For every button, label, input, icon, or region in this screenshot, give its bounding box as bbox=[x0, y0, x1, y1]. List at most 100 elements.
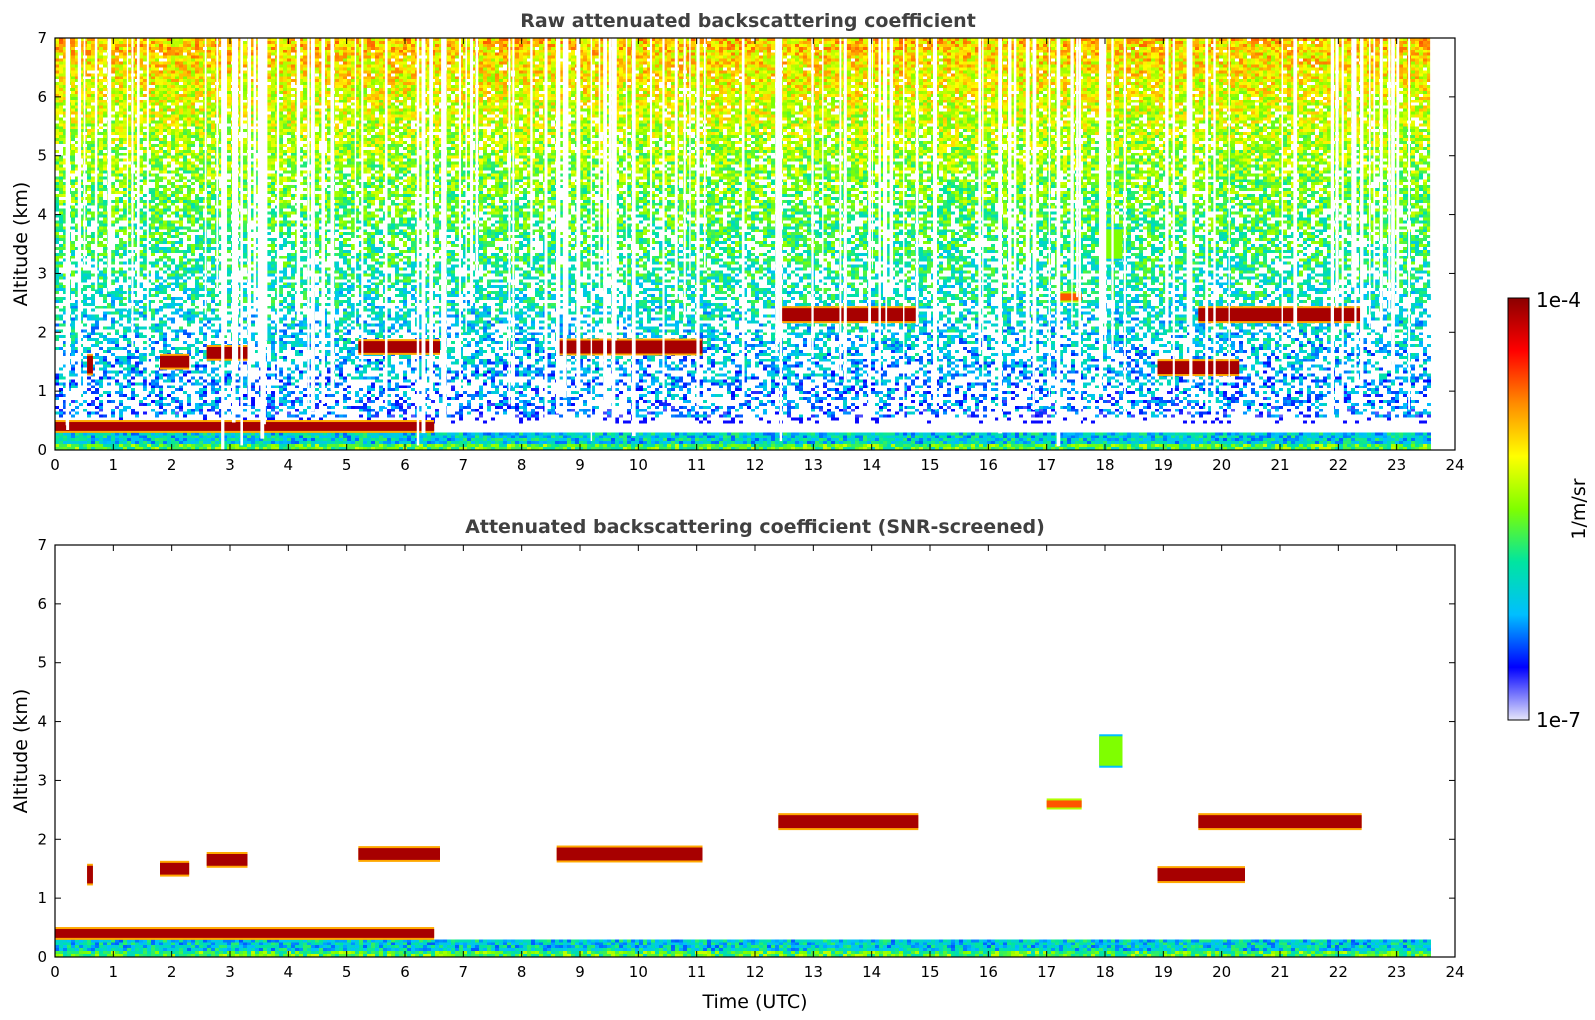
gap-stripe bbox=[1189, 38, 1193, 384]
backscatter-field bbox=[55, 38, 1455, 450]
gap-stripe bbox=[257, 38, 262, 359]
x-tick-label: 1 bbox=[109, 456, 119, 474]
x-tick-label: 18 bbox=[1095, 456, 1114, 474]
gap-stripe bbox=[354, 38, 357, 328]
layer-core bbox=[160, 355, 190, 368]
gap-stripe bbox=[136, 38, 140, 301]
gap-stripe bbox=[885, 38, 888, 330]
gap-stripe bbox=[1032, 38, 1035, 410]
x-tick-label: 17 bbox=[1037, 963, 1056, 981]
x-axis-ticks: 0 1 2 3 4 5 6 7 8 9 10 11 12 13 14 15 16 17 18 19 20 21 22 23 24 bbox=[50, 38, 1465, 474]
x-tick-label: 1 bbox=[109, 963, 119, 981]
layer-core bbox=[206, 854, 248, 866]
x-tick-label: 0 bbox=[50, 456, 60, 474]
layer-core bbox=[358, 341, 440, 353]
y-tick-label: 4 bbox=[37, 713, 47, 731]
gap-stripe bbox=[260, 38, 265, 439]
layer-cloud bbox=[358, 846, 440, 862]
gap-stripe bbox=[1008, 38, 1012, 291]
layer-core bbox=[1058, 293, 1082, 301]
gap-stripe bbox=[544, 38, 547, 426]
gap-stripe bbox=[1048, 38, 1051, 407]
layer-cloud bbox=[87, 863, 93, 886]
y-tick-label: 5 bbox=[37, 654, 47, 672]
gap-stripe bbox=[683, 38, 686, 321]
x-tick-label: 10 bbox=[629, 456, 648, 474]
x-tick-label: 8 bbox=[517, 456, 527, 474]
x-tick-label: 11 bbox=[687, 456, 706, 474]
x-axis-ticks: 0 1 2 3 4 5 6 7 8 9 10 11 12 13 14 15 16 17 18 19 20 21 22 23 24 bbox=[50, 545, 1465, 981]
gap-stripe bbox=[107, 38, 112, 292]
gap-stripe bbox=[1388, 38, 1391, 313]
x-tick-label: 10 bbox=[629, 963, 648, 981]
gap-stripe bbox=[915, 38, 919, 325]
raw-backscatter-panel: Raw attenuated backscattering coefficien… bbox=[10, 10, 1465, 474]
gap-stripe bbox=[1172, 38, 1175, 323]
layer-cloud bbox=[1198, 306, 1362, 324]
gap-stripe bbox=[576, 38, 581, 392]
x-tick-label: 13 bbox=[804, 963, 823, 981]
gap-stripe bbox=[741, 38, 745, 403]
layer-cloud bbox=[1198, 813, 1362, 831]
x-tick-label: 9 bbox=[575, 456, 585, 474]
layer-core bbox=[556, 847, 703, 861]
gap-stripe bbox=[1025, 38, 1030, 349]
x-tick-label: 3 bbox=[225, 963, 235, 981]
gap-stripe bbox=[1104, 38, 1107, 341]
gap-stripe bbox=[77, 38, 82, 403]
gap-stripe bbox=[978, 38, 982, 355]
gap-stripe bbox=[562, 38, 567, 398]
gap-stripe bbox=[689, 38, 691, 271]
gap-stripe bbox=[204, 38, 207, 315]
gap-stripe bbox=[649, 38, 653, 273]
gap-stripe bbox=[296, 38, 301, 320]
panel-title: Attenuated backscattering coefficient (S… bbox=[465, 516, 1045, 538]
x-tick-label: 2 bbox=[167, 963, 177, 981]
gap-stripe bbox=[512, 38, 515, 388]
gap-stripe bbox=[66, 38, 71, 368]
gap-stripe bbox=[416, 38, 420, 446]
x-tick-label: 0 bbox=[50, 963, 60, 981]
x-tick-label: 21 bbox=[1270, 456, 1289, 474]
x-tick-label: 14 bbox=[862, 456, 881, 474]
y-axis-ticks: 0 1 2 3 4 5 6 7 bbox=[37, 29, 1455, 459]
layer-core bbox=[1046, 800, 1082, 808]
layer-aerosol bbox=[1099, 734, 1123, 768]
x-tick-label: 15 bbox=[920, 963, 939, 981]
y-tick-label: 6 bbox=[37, 595, 47, 613]
x-tick-label: 24 bbox=[1445, 963, 1464, 981]
x-tick-label: 8 bbox=[517, 963, 527, 981]
gap-stripe bbox=[530, 38, 533, 268]
x-tick-label: 23 bbox=[1387, 963, 1406, 981]
gap-stripe bbox=[776, 38, 780, 343]
gap-stripe bbox=[1111, 38, 1114, 356]
x-tick-label: 2 bbox=[167, 456, 177, 474]
layer-cloud bbox=[1157, 359, 1240, 377]
x-tick-label: 13 bbox=[804, 456, 823, 474]
colorbar-unit-label: 1/m/sr bbox=[1568, 478, 1590, 539]
gap-stripe bbox=[276, 38, 280, 380]
panel-title: Raw attenuated backscattering coefficien… bbox=[520, 10, 976, 32]
gap-stripe bbox=[131, 38, 134, 351]
data-gaps bbox=[65, 38, 1435, 450]
layer-core bbox=[87, 355, 93, 374]
layer-cloud bbox=[556, 338, 703, 356]
gap-stripe bbox=[608, 38, 612, 274]
gap-stripe bbox=[1335, 38, 1339, 308]
gap-stripe bbox=[1228, 38, 1230, 384]
gap-stripe bbox=[458, 38, 462, 394]
gap-stripe bbox=[65, 38, 68, 426]
y-tick-label: 2 bbox=[37, 323, 47, 341]
gap-stripe bbox=[1293, 38, 1298, 328]
gap-stripe bbox=[83, 38, 86, 270]
x-tick-label: 19 bbox=[1154, 456, 1173, 474]
x-tick-label: 12 bbox=[745, 963, 764, 981]
layer-core bbox=[87, 865, 93, 884]
gap-stripe bbox=[779, 38, 783, 442]
gap-stripe bbox=[811, 38, 814, 358]
y-tick-label: 6 bbox=[37, 88, 47, 106]
x-tick-label: 15 bbox=[920, 456, 939, 474]
gap-stripe bbox=[1368, 38, 1371, 328]
gap-stripe bbox=[1430, 38, 1433, 309]
layer-core bbox=[1157, 868, 1245, 882]
